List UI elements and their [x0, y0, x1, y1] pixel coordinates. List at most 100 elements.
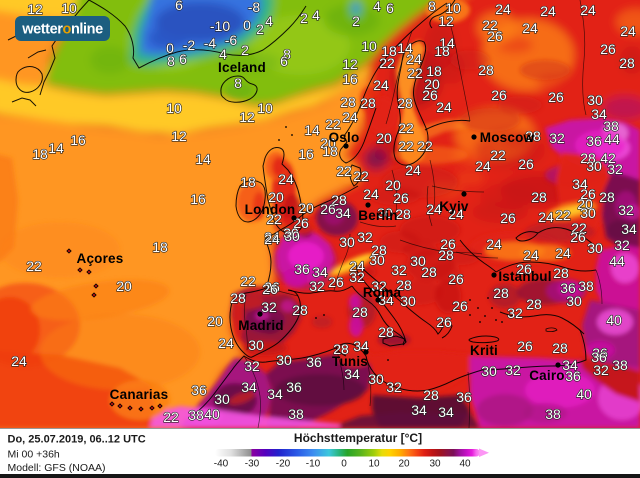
- svg-text:20: 20: [577, 196, 593, 212]
- svg-text:32: 32: [261, 299, 277, 315]
- svg-text:22: 22: [240, 273, 256, 289]
- svg-text:24: 24: [540, 3, 556, 19]
- svg-text:34: 34: [411, 402, 427, 418]
- svg-text:30: 30: [410, 253, 426, 269]
- svg-text:36: 36: [294, 261, 310, 277]
- svg-text:26: 26: [517, 338, 533, 354]
- svg-text:30: 30: [587, 240, 603, 256]
- svg-text:28: 28: [438, 247, 454, 263]
- svg-text:40: 40: [204, 406, 220, 422]
- svg-text:34: 34: [344, 366, 360, 382]
- svg-text:20: 20: [424, 76, 440, 92]
- svg-text:40: 40: [576, 386, 592, 402]
- svg-text:4: 4: [265, 13, 273, 29]
- svg-text:London: London: [245, 202, 296, 217]
- svg-text:30: 30: [284, 228, 300, 244]
- svg-text:Cairo: Cairo: [529, 368, 565, 383]
- svg-text:34: 34: [312, 264, 328, 280]
- svg-text:32: 32: [309, 278, 325, 294]
- svg-text:36: 36: [191, 382, 207, 398]
- svg-text:38: 38: [545, 406, 561, 422]
- svg-text:28: 28: [525, 128, 541, 144]
- svg-text:6: 6: [175, 0, 183, 13]
- svg-text:30: 30: [283, 225, 299, 241]
- svg-text:24: 24: [342, 109, 358, 125]
- svg-text:2: 2: [300, 10, 308, 26]
- svg-text:30: 30: [248, 337, 264, 353]
- svg-text:16: 16: [70, 132, 86, 148]
- svg-text:4: 4: [219, 46, 227, 62]
- svg-text:24: 24: [523, 247, 539, 263]
- svg-text:24: 24: [522, 20, 538, 36]
- svg-text:30: 30: [276, 352, 292, 368]
- svg-text:Tunis: Tunis: [332, 354, 368, 369]
- svg-text:0: 0: [243, 17, 251, 33]
- svg-text:26: 26: [600, 41, 616, 57]
- svg-text:40: 40: [459, 459, 471, 470]
- svg-text:26: 26: [328, 274, 344, 290]
- svg-text:30: 30: [214, 391, 230, 407]
- svg-text:28: 28: [397, 95, 413, 111]
- svg-text:28: 28: [333, 341, 349, 357]
- svg-text:10: 10: [166, 100, 182, 116]
- svg-text:32: 32: [386, 379, 402, 395]
- svg-text:18: 18: [426, 63, 442, 79]
- svg-text:24: 24: [486, 236, 502, 252]
- svg-text:20: 20: [385, 177, 401, 193]
- svg-text:Roma: Roma: [363, 285, 402, 300]
- svg-text:-20: -20: [276, 459, 291, 470]
- svg-text:36: 36: [565, 368, 581, 384]
- svg-text:34: 34: [335, 205, 351, 221]
- svg-text:24: 24: [620, 23, 636, 39]
- svg-text:24: 24: [405, 162, 421, 178]
- svg-text:28: 28: [531, 189, 547, 205]
- svg-text:24: 24: [448, 206, 464, 222]
- svg-text:6: 6: [179, 51, 187, 67]
- svg-text:38: 38: [288, 406, 304, 422]
- svg-text:20: 20: [376, 130, 392, 146]
- svg-text:28: 28: [352, 304, 368, 320]
- svg-text:22: 22: [398, 120, 414, 136]
- svg-text:24: 24: [218, 335, 234, 351]
- svg-text:28: 28: [395, 206, 411, 222]
- svg-text:28: 28: [599, 189, 615, 205]
- svg-text:30: 30: [400, 293, 416, 309]
- svg-text:36: 36: [456, 389, 472, 405]
- svg-text:26: 26: [487, 28, 503, 44]
- svg-text:30: 30: [369, 252, 385, 268]
- svg-text:8: 8: [234, 75, 242, 91]
- svg-text:Canarias: Canarias: [110, 387, 169, 402]
- svg-text:Mi 00 +36h: Mi 00 +36h: [8, 449, 60, 461]
- svg-text:26: 26: [422, 87, 438, 103]
- svg-text:24: 24: [555, 245, 571, 261]
- svg-text:10: 10: [368, 459, 380, 470]
- svg-text:36: 36: [560, 280, 576, 296]
- svg-text:36: 36: [586, 133, 602, 149]
- svg-text:24: 24: [426, 201, 442, 217]
- svg-text:Berlin: Berlin: [358, 208, 397, 223]
- svg-text:10: 10: [61, 0, 77, 16]
- svg-text:38: 38: [603, 118, 619, 134]
- svg-text:32: 32: [244, 358, 260, 374]
- svg-text:22: 22: [482, 17, 498, 33]
- svg-text:36: 36: [306, 354, 322, 370]
- svg-text:6: 6: [386, 0, 394, 16]
- svg-text:Oslo: Oslo: [329, 130, 360, 145]
- svg-text:24: 24: [278, 171, 294, 187]
- svg-text:22: 22: [490, 147, 506, 163]
- svg-text:6: 6: [280, 53, 288, 69]
- svg-text:12: 12: [27, 1, 43, 17]
- svg-text:Kyiv: Kyiv: [439, 199, 469, 214]
- svg-text:30: 30: [566, 293, 582, 309]
- svg-text:34: 34: [241, 379, 257, 395]
- svg-text:20: 20: [320, 135, 336, 151]
- svg-text:24: 24: [406, 51, 422, 67]
- svg-text:30: 30: [481, 363, 497, 379]
- svg-text:42: 42: [600, 150, 616, 166]
- svg-text:32: 32: [593, 362, 609, 378]
- svg-text:10: 10: [445, 0, 461, 16]
- svg-text:8: 8: [428, 0, 436, 14]
- svg-text:32: 32: [391, 262, 407, 278]
- svg-text:0: 0: [341, 459, 347, 470]
- svg-text:28: 28: [553, 265, 569, 281]
